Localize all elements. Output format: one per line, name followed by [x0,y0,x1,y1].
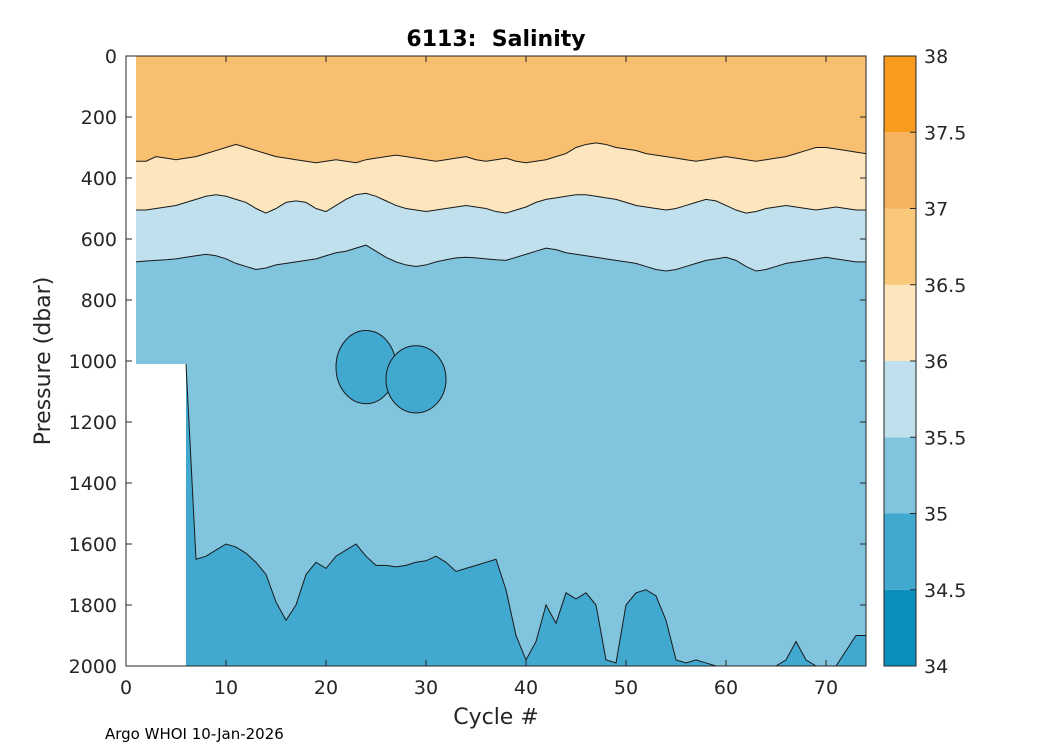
y-tick-label: 200 [81,107,117,129]
y-tick-label: 1200 [69,412,117,434]
contour-plot-area [125,55,867,667]
colorbar-swatch [884,208,916,285]
footer-credit: Argo WHOI 10-Jan-2026 [105,725,284,743]
y-tick-label: 800 [81,290,117,312]
band-35-35.5 [136,245,866,666]
colorbar-label: 35 [924,504,948,526]
colorbar-label: 37 [924,199,948,221]
y-tick-label: 1800 [69,595,117,617]
y-tick-label: 400 [81,168,117,190]
contour-line-35.5 [135,244,866,272]
salinity-patches [335,330,447,414]
colorbar-swatch [884,589,916,666]
band-36-36.5 [136,142,866,214]
colorbar-label: 38 [924,46,948,68]
y-tick-label: 1400 [69,473,117,495]
colorbar-swatch [884,513,916,590]
colorbar-label: 34.5 [924,580,966,602]
x-tick-label: 70 [814,677,838,699]
salinity-patch-1 [335,330,397,405]
colorbar-swatch [884,56,916,133]
chart-title: 6113: Salinity [406,27,585,52]
colorbar: 34 34.5 35 35.5 36 36.5 37 37.5 38 [883,46,966,678]
x-tick-label: 30 [414,677,438,699]
y-tick-label: 1600 [69,534,117,556]
colorbar-label: 37.5 [924,122,966,144]
x-tick-label: 40 [514,677,538,699]
x-tick-label: 60 [714,677,738,699]
colorbar-label: 36 [924,351,948,373]
band-34.5-35 [136,364,866,666]
y-tick-label: 0 [105,46,117,68]
x-axis-label: Cycle # [453,705,539,730]
colorbar-swatch [884,132,916,209]
no-data-region [126,364,186,666]
colorbar-label: 35.5 [924,427,966,449]
y-axis: 0 200 400 600 800 1000 1200 1400 1600 1800 2000 [69,46,866,678]
colorbar-swatch [884,437,916,514]
colorbar-label: 36.5 [924,275,966,297]
colorbar-swatch [884,284,916,361]
x-tick-label: 20 [314,677,338,699]
x-tick-label: 10 [214,677,238,699]
y-tick-label: 1000 [69,351,117,373]
contour-line-36.5 [136,142,867,164]
band-37-37.5 [136,56,866,163]
colorbar-swatch [884,361,916,438]
no-data-strip [126,56,136,365]
band-35.5-36 [136,193,866,272]
salinity-bands [126,56,866,666]
y-axis-label: Pressure (dbar) [31,277,56,446]
x-tick-label: 0 [120,677,132,699]
x-axis: 0 10 20 30 40 50 60 70 [120,56,838,699]
colorbar-label: 34 [924,656,948,678]
y-tick-label: 2000 [69,656,117,678]
y-tick-label: 600 [81,229,117,251]
salinity-patch-2 [385,345,447,414]
x-tick-label: 50 [614,677,638,699]
contour-line-36 [136,192,866,214]
